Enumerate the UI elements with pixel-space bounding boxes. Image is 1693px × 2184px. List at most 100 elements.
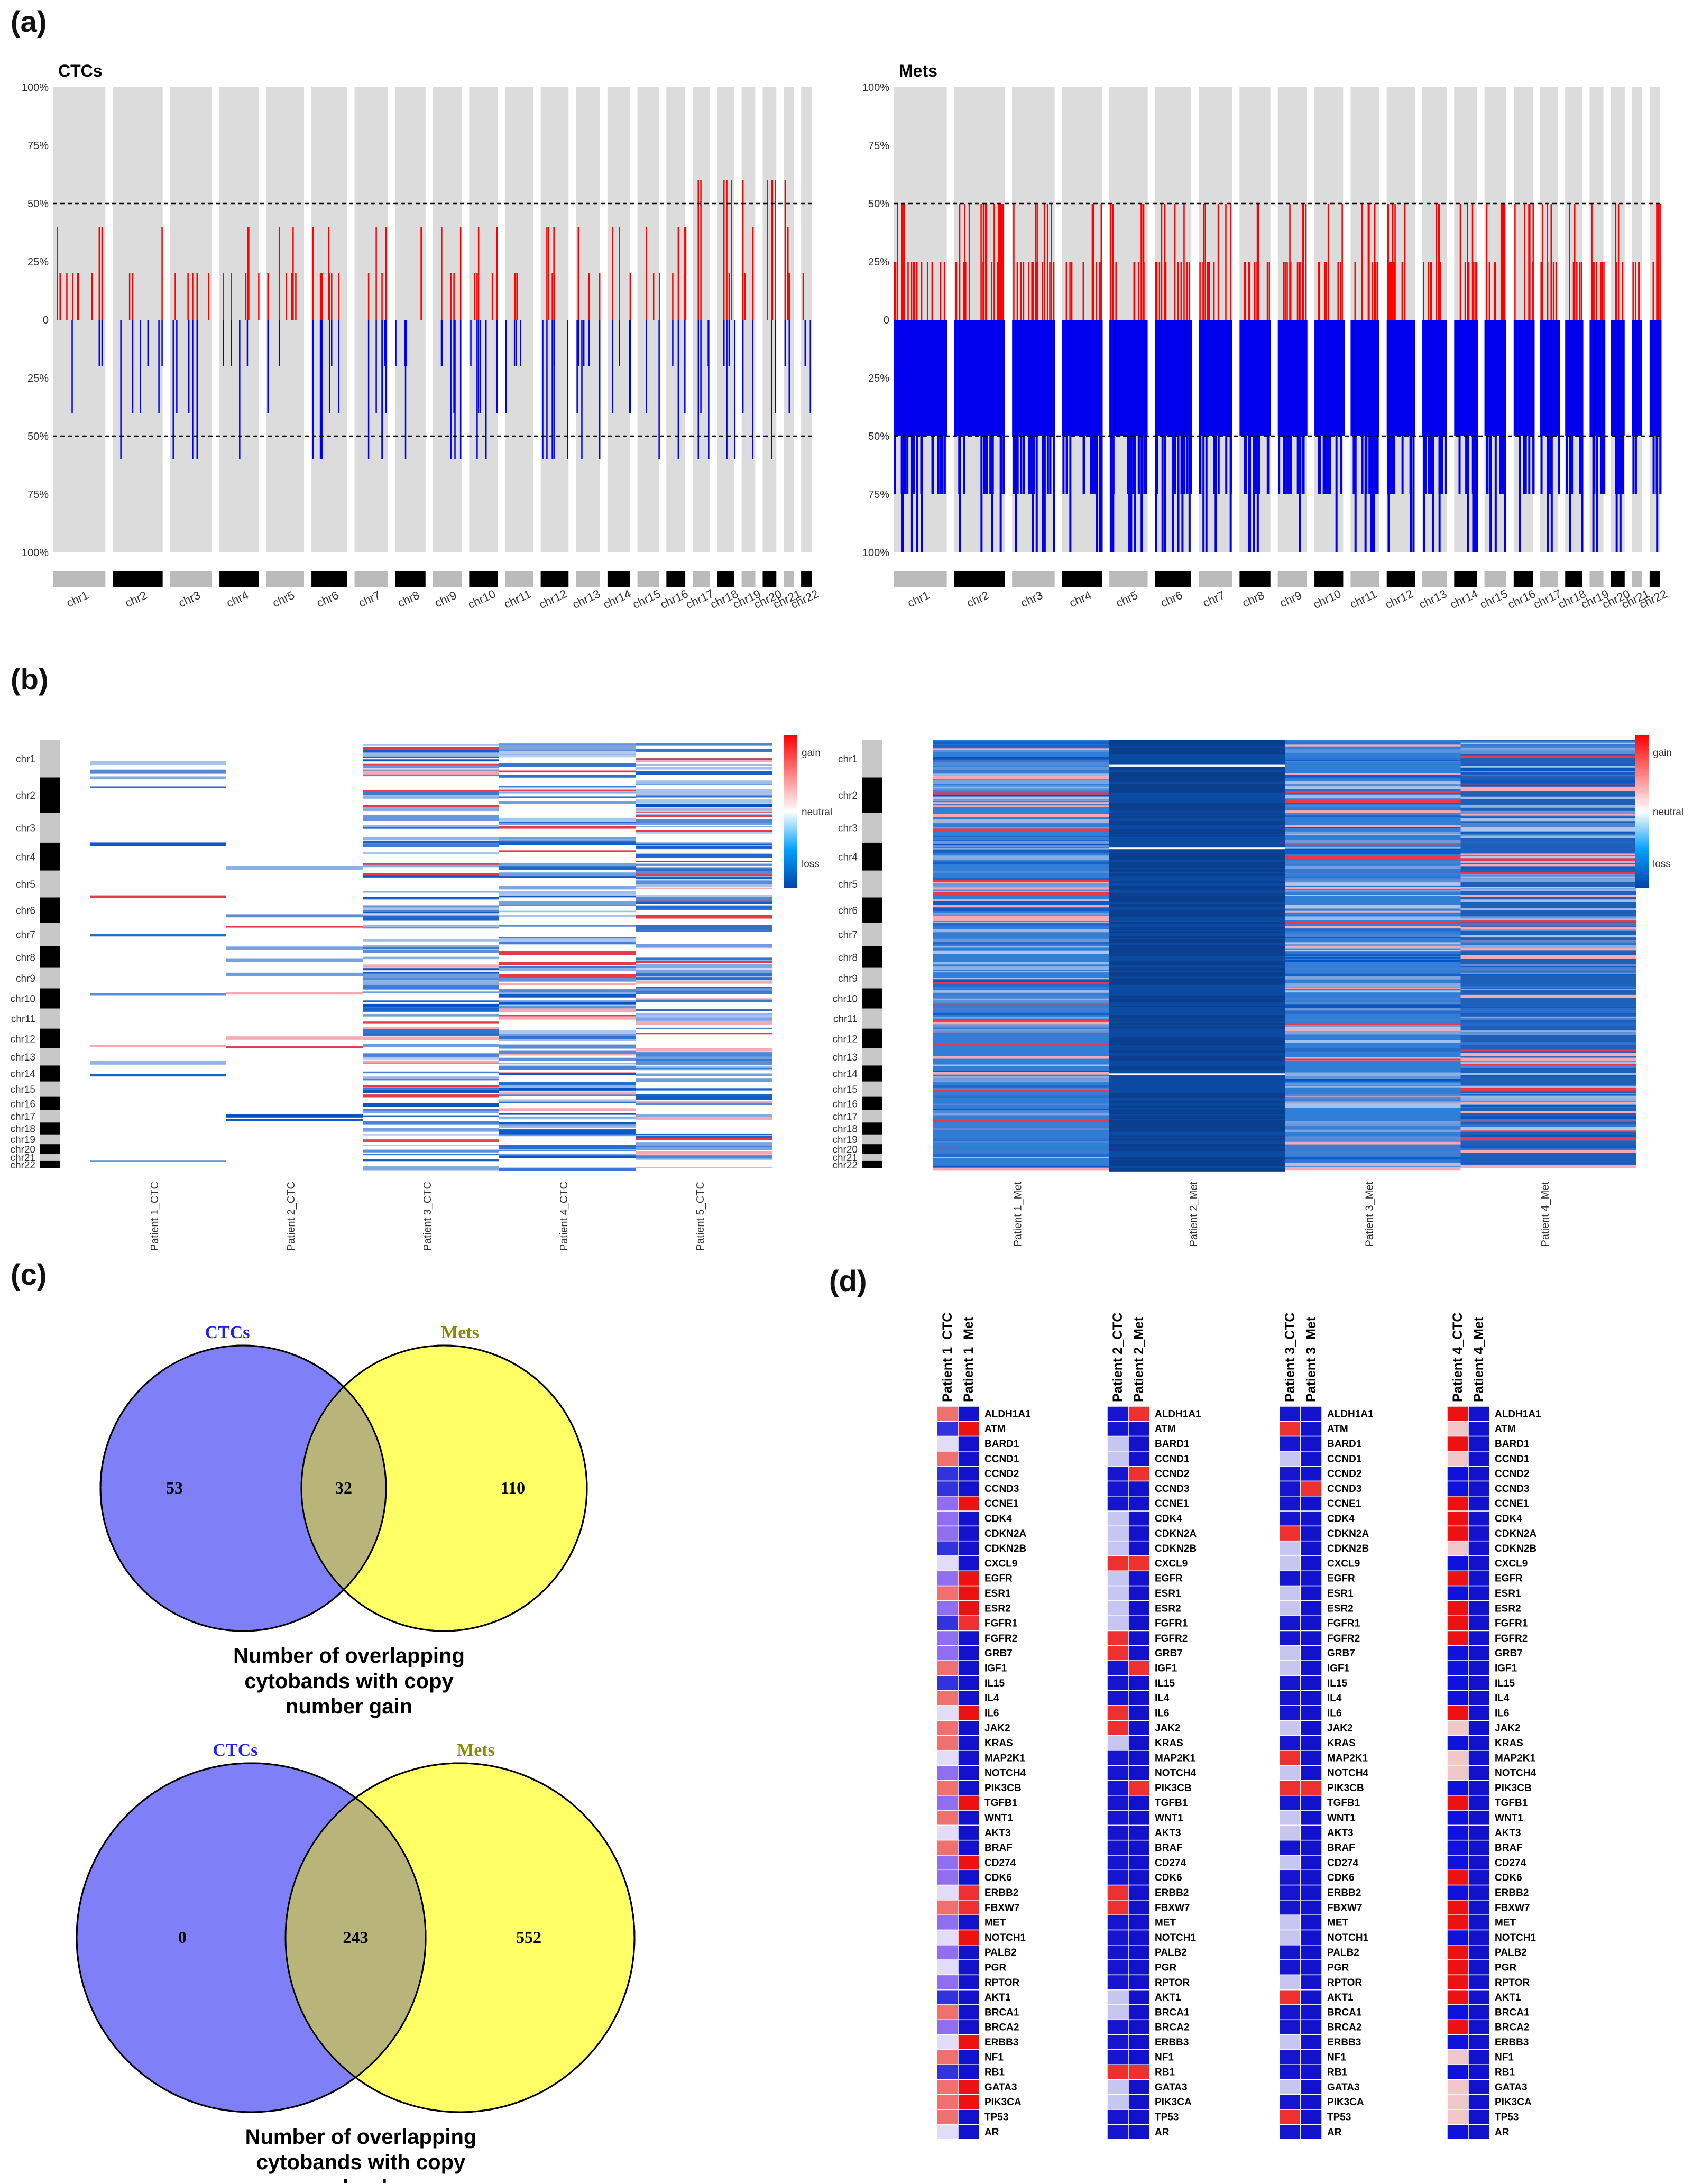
ctc-plot-chr-track (266, 87, 305, 552)
heatmap-cell (936, 1824, 959, 1841)
ctc-plot-gain-bar (700, 180, 702, 320)
ctc-plot-loss-bar (726, 320, 728, 459)
heatmap-gene-label: CCND2 (984, 1469, 1019, 1480)
heatmap-cell (1128, 1810, 1150, 1826)
met-heatmap-segment (1460, 1086, 1636, 1090)
heatmap-cell (936, 1600, 959, 1616)
heatmap-gene-label: ATM (1495, 1424, 1516, 1435)
met-heatmap-segment (1460, 945, 1636, 948)
heatmap-cell (1128, 1914, 1150, 1931)
heatmap-cell (1279, 2094, 1301, 2110)
met-heatmap-segment (1109, 1093, 1285, 1095)
heatmap-gene-label: MAP2K1 (1495, 1753, 1536, 1764)
heatmap-gene-label: CD274 (1155, 1857, 1186, 1868)
ctc-heatmap-segment (636, 749, 772, 752)
heatmap-cell (936, 1735, 959, 1751)
met-plot-gain-bar (1656, 204, 1658, 320)
heatmap-cell (1300, 1555, 1322, 1572)
venn-gain-overlap-count: 32 (335, 1478, 352, 1497)
ctc-plot-y-tick: 100% (22, 82, 49, 94)
heatmap-gene-label: FBXW7 (1155, 1902, 1190, 1913)
ctc-heatmap-segment (363, 924, 499, 929)
met-heatmap-segment (1460, 1033, 1636, 1036)
heatmap-cell (936, 1451, 959, 1467)
ctc-plot-loss-bar (581, 320, 583, 459)
ctc-plot-gain-bar (599, 273, 601, 320)
heatmap-cell (1279, 1675, 1301, 1691)
met-plot-gain-bar (993, 204, 995, 320)
heatmap-cell (958, 1451, 980, 1467)
ctc-heatmap-segment (363, 991, 499, 993)
ctc-heatmap-segment (90, 1045, 226, 1047)
ideogram-label: chr22 (832, 1160, 858, 1171)
met-plot-gain-bar (1156, 262, 1158, 320)
ctc-heatmap-segment (226, 946, 363, 950)
ctc-heatmap-segment (499, 1145, 636, 1149)
ctc-heatmap-segment (363, 980, 499, 983)
met-heatmap-segment (933, 942, 1109, 945)
heatmap-cell (1300, 1735, 1322, 1751)
met-heatmap-segment (1109, 1055, 1285, 1059)
ideogram-band (40, 1048, 60, 1066)
ctc-plot-chr-label: chr12 (537, 587, 569, 611)
ctc-heatmap-segment (499, 1121, 636, 1126)
met-heatmap-segment (1285, 890, 1461, 892)
ctc-heatmap-segment (363, 1139, 499, 1141)
heatmap-cell (936, 1510, 959, 1527)
ideogram-band (862, 1081, 882, 1097)
ctc-plot-loss-bar (459, 320, 462, 459)
ctc-heatmap-segment (226, 958, 363, 962)
ctc-heatmap-segment (90, 761, 226, 766)
met-heatmap-segment (1285, 960, 1461, 962)
heatmap-gene-label: BRAF (1155, 1842, 1183, 1854)
ctc-heatmap-segment (636, 1021, 772, 1025)
heatmap-cell (1107, 1690, 1129, 1706)
met-heatmap-segment (933, 1012, 1109, 1015)
ctc-plot-gain-bar (731, 180, 732, 320)
heatmap-gene-label: PIK3CB (984, 1783, 1022, 1794)
ctc-heatmap-segment (499, 875, 636, 878)
ctc-heatmap-segment (636, 871, 772, 875)
ctc-plot-loss-bar (723, 320, 725, 366)
heatmap-cell (1447, 1660, 1469, 1676)
ctc-heatmap-segment (636, 1012, 772, 1015)
heatmap-cell (958, 1510, 980, 1527)
heatmap-gene-label: EGFR (1155, 1573, 1183, 1584)
ctc-plot-chr-track (433, 87, 462, 552)
ctc-plot-gain-bar (420, 227, 422, 320)
heatmap-cell (1279, 1660, 1301, 1676)
heatmap-cell (936, 1780, 959, 1796)
heatmap-cell (936, 2064, 959, 2080)
heatmap-gene-label: RB1 (1495, 2067, 1515, 2078)
heatmap-gene-label: RB1 (1327, 2067, 1347, 2078)
ideogram-label: chr10 (10, 994, 35, 1005)
met-plot-gain-bar (1016, 262, 1018, 320)
met-plot-gain-bar (1467, 204, 1468, 320)
met-heatmap-segment (1109, 1144, 1285, 1148)
heatmap-cell (1128, 2004, 1150, 2021)
heatmap-cell (1300, 1630, 1322, 1646)
ideogram-band (40, 1008, 60, 1029)
met-plot-y-tick: 25% (868, 256, 889, 268)
ctc-heatmap-segment (636, 1135, 772, 1138)
ideogram-label: chr17 (10, 1112, 35, 1123)
heatmap-cell (1128, 1645, 1150, 1661)
met-heatmap-segment (1460, 1101, 1636, 1104)
met-plot-gain-bar (1429, 262, 1431, 320)
heatmap-gene-label: PIK3CA (1327, 2097, 1364, 2108)
met-heatmap-segment (933, 1147, 1109, 1149)
ctc-heatmap-segment (636, 1066, 772, 1068)
ctc-heatmap-segment (499, 1016, 636, 1020)
ctc-plot-gain-bar (742, 180, 744, 320)
ctc-heatmap-segment (363, 837, 499, 841)
ctc-plot-gain-bar (77, 273, 79, 320)
heatmap-cell (958, 1735, 980, 1751)
ctc-plot-y-tick: 0 (43, 315, 49, 326)
met-heatmap-segment (1460, 815, 1636, 817)
met-heatmap-segment (1109, 979, 1285, 982)
ctc-plot-loss-bar (480, 320, 481, 413)
heatmap-cell (1128, 1795, 1150, 1811)
met-plot-gain-bar (916, 262, 918, 320)
heatmap-gene-label: GRB7 (984, 1648, 1013, 1659)
heatmap-cell (1447, 1989, 1469, 2005)
